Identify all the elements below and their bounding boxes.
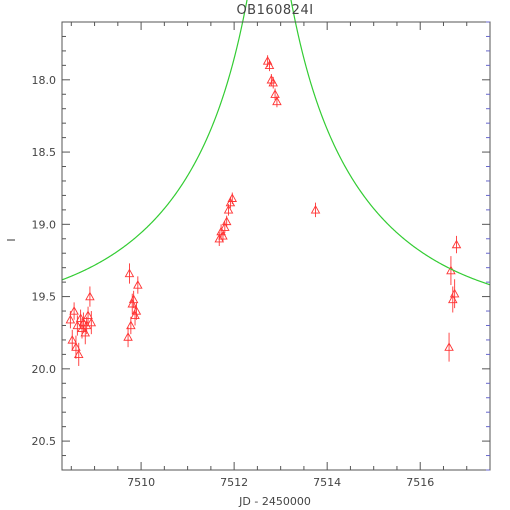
triangle-marker <box>75 313 86 322</box>
triangle-marker <box>218 230 228 240</box>
triangle-marker <box>123 332 133 341</box>
triangle-marker <box>80 327 91 337</box>
y-tick-label: 19.0 <box>32 218 57 231</box>
y-tick-label: 20.5 <box>32 435 57 448</box>
data-point <box>221 215 232 228</box>
triangle-marker <box>81 320 92 330</box>
y-tick-label: 19.5 <box>32 291 57 304</box>
data-point <box>73 342 84 366</box>
data-point <box>264 59 275 72</box>
data-point <box>86 311 97 335</box>
x-tick-label: 7512 <box>220 476 248 489</box>
data-point <box>123 326 133 348</box>
triangle-marker <box>124 268 135 278</box>
triangle-marker <box>270 89 280 98</box>
data-point <box>128 290 139 309</box>
data-point <box>131 302 142 320</box>
data-point <box>268 76 278 89</box>
data-point <box>448 286 458 313</box>
data-point <box>272 95 282 108</box>
data-point <box>444 332 454 362</box>
triangle-marker <box>85 291 95 301</box>
triangle-marker <box>126 320 136 330</box>
triangle-marker <box>264 60 275 70</box>
triangle-marker <box>69 306 79 315</box>
triangle-marker <box>268 77 278 87</box>
triangle-marker <box>221 216 232 226</box>
triangle-marker <box>130 310 140 320</box>
axes-layer: 18.0 18.5 19.0 19.5 20.0 20.5 7510 7512 7514 7516 <box>32 21 491 489</box>
triangle-marker <box>449 288 460 298</box>
data-point <box>310 202 321 218</box>
triangle-marker <box>127 298 138 308</box>
data-point <box>85 286 95 307</box>
triangle-marker <box>310 204 321 214</box>
model-curve <box>61 0 491 286</box>
chart-title: OB160824I <box>236 3 313 18</box>
data-point <box>270 88 280 101</box>
x-axis-label: JD - 2450000 <box>238 495 311 508</box>
triangle-marker <box>223 204 234 214</box>
data-point <box>67 329 77 351</box>
data-point <box>220 221 230 233</box>
data-layer <box>65 55 462 366</box>
triangle-marker <box>65 314 76 324</box>
triangle-marker <box>227 193 238 202</box>
y-tick-label: 18.5 <box>32 146 57 159</box>
x-tick-label: 7510 <box>127 476 155 489</box>
y-tick-label: 18.0 <box>32 74 57 87</box>
data-point <box>218 230 228 242</box>
data-point <box>69 302 79 320</box>
data-point <box>449 279 460 309</box>
triangle-marker <box>272 96 282 106</box>
triangle-marker <box>73 349 84 359</box>
data-point <box>133 276 143 294</box>
x-tick-label: 7516 <box>406 476 434 489</box>
triangle-marker <box>86 317 97 327</box>
data-point <box>227 192 238 205</box>
triangle-marker <box>71 342 81 351</box>
triangle-marker <box>444 342 454 351</box>
triangle-marker <box>133 280 143 289</box>
data-point <box>126 316 136 335</box>
data-point <box>451 235 462 254</box>
triangle-marker <box>83 310 93 320</box>
data-point <box>81 316 92 335</box>
triangle-marker <box>451 239 462 249</box>
y-axis-label: I <box>5 238 18 241</box>
model-layer <box>61 0 491 286</box>
plot-frame <box>61 21 491 471</box>
data-point <box>80 321 91 345</box>
triangle-marker <box>131 306 142 315</box>
x-tick-label: 7514 <box>313 476 341 489</box>
triangle-marker <box>77 323 87 333</box>
triangle-marker <box>128 294 139 304</box>
data-point <box>83 306 93 325</box>
data-point <box>124 263 135 284</box>
y-tick-label: 20.0 <box>32 363 57 376</box>
triangle-marker <box>67 335 77 344</box>
